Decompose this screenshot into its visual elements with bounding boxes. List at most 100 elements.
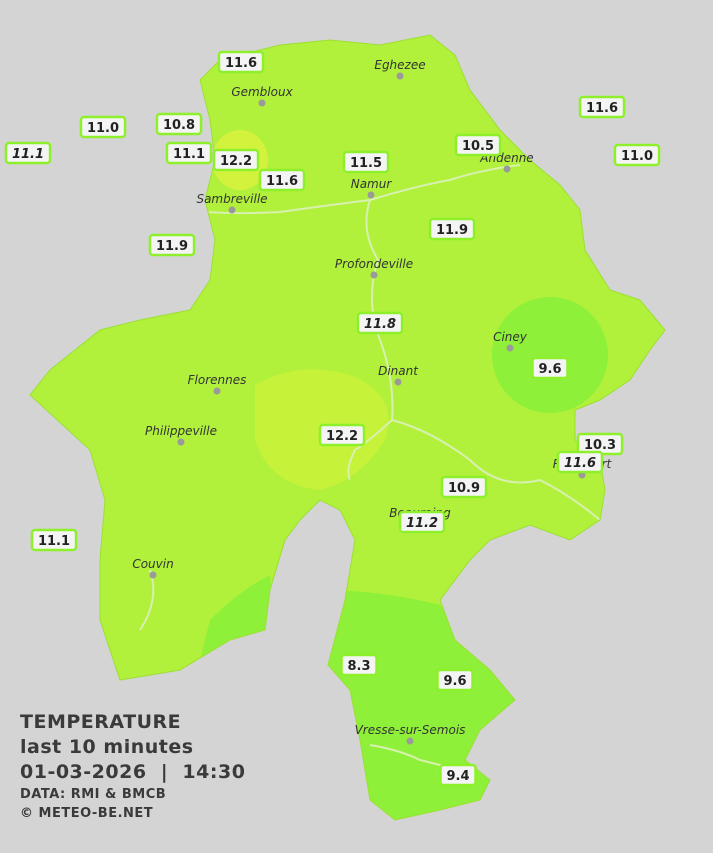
station-value: 11.9 [156, 239, 188, 254]
station: 11.2 [398, 510, 446, 534]
station: 10.5 [454, 133, 502, 157]
zone-cool [320, 590, 520, 820]
station-value: 9.6 [538, 362, 561, 377]
rivers [139, 164, 601, 771]
station-box [436, 668, 474, 692]
station-box [356, 311, 404, 335]
city-dot [503, 165, 511, 173]
station-value: 11.5 [350, 156, 382, 171]
station-box [439, 763, 477, 787]
legend-title: TEMPERATURE [20, 711, 182, 733]
station-box [342, 150, 390, 174]
city-label: Namur [351, 177, 393, 191]
city-dot [149, 571, 157, 579]
city-dot [177, 438, 185, 446]
station-value: 11.6 [266, 174, 298, 189]
station-value: 9.6 [443, 674, 466, 689]
station: 8.3 [340, 653, 378, 677]
station: 11.1 [4, 141, 52, 165]
station: 12.2 [318, 423, 366, 447]
station-value: 11.8 [364, 317, 396, 332]
station-value: 11.6 [225, 56, 257, 71]
city-label: Couvin [132, 557, 173, 571]
station: 11.0 [613, 143, 661, 167]
cities: EghezeeGemblouxAndenneNamurSambrevillePr… [132, 58, 613, 745]
station-box [318, 423, 366, 447]
station-box [578, 95, 626, 119]
station: 12.2 [212, 148, 260, 172]
station-box [428, 217, 476, 241]
city-label: Eghezee [374, 58, 425, 72]
station: 11.6 [217, 50, 265, 74]
station-value: 12.2 [326, 429, 358, 444]
station-value: 10.3 [584, 438, 616, 453]
station: 11.5 [342, 150, 390, 174]
station-box [148, 233, 196, 257]
city-dot [258, 99, 266, 107]
station: 11.6 [556, 450, 604, 474]
station-box [79, 115, 127, 139]
station-box [613, 143, 661, 167]
station-box [340, 653, 378, 677]
station-box [212, 148, 260, 172]
city-label: Dinant [378, 364, 419, 378]
station-box [155, 112, 203, 136]
station: 11.6 [258, 168, 306, 192]
city-dot [213, 387, 221, 395]
station: 11.6 [578, 95, 626, 119]
station-value: 11.2 [406, 516, 438, 531]
station-box [258, 168, 306, 192]
city-dot [370, 271, 378, 279]
city-dot [394, 378, 402, 386]
station: 9.4 [439, 763, 477, 787]
legend-subtitle: last 10 minutes [20, 736, 194, 758]
city-label: Philippeville [145, 424, 217, 438]
city-label: Sambreville [196, 192, 267, 206]
city-dot [506, 344, 514, 352]
station-box [4, 141, 52, 165]
station: 11.1 [165, 141, 213, 165]
station-value: 11.9 [436, 223, 468, 238]
city-label: Florennes [188, 373, 247, 387]
station: 9.6 [531, 356, 569, 380]
legend: TEMPERATURE last 10 minutes 01-03-2026 |… [20, 710, 245, 823]
legend-copyright: © METEO-BE.NET [20, 806, 154, 821]
station: 11.8 [356, 311, 404, 335]
city-dot [396, 72, 404, 80]
station-value: 11.1 [173, 147, 205, 162]
station-value: 10.9 [448, 481, 480, 496]
station-box [454, 133, 502, 157]
station-value: 11.0 [621, 149, 653, 164]
station-value: 11.1 [38, 534, 70, 549]
station: 11.9 [428, 217, 476, 241]
station-box [217, 50, 265, 74]
station-value: 9.4 [446, 769, 469, 784]
station-box [165, 141, 213, 165]
station-box [556, 450, 604, 474]
station: 11.9 [148, 233, 196, 257]
station-value: 11.1 [12, 147, 44, 162]
city-label: Gembloux [231, 85, 293, 99]
city-label: Ciney [493, 330, 528, 344]
station: 11.0 [79, 115, 127, 139]
station-value: 10.8 [163, 118, 195, 133]
station: 9.6 [436, 668, 474, 692]
station-value: 11.6 [586, 101, 618, 116]
legend-source: DATA: RMI & BMCB [20, 787, 167, 802]
city-dot [367, 191, 375, 199]
station-box [440, 475, 488, 499]
city-label: Vresse-sur-Semois [355, 723, 466, 737]
station: 10.9 [440, 475, 488, 499]
station-value: 8.3 [347, 659, 370, 674]
station: 10.8 [155, 112, 203, 136]
station-value: 11.0 [87, 121, 119, 136]
city-label: Profondeville [335, 257, 413, 271]
city-dot [228, 206, 236, 214]
station-box [30, 528, 78, 552]
station-box [398, 510, 446, 534]
station-value: 11.6 [564, 456, 596, 471]
station: 11.1 [30, 528, 78, 552]
station-value: 12.2 [220, 154, 252, 169]
